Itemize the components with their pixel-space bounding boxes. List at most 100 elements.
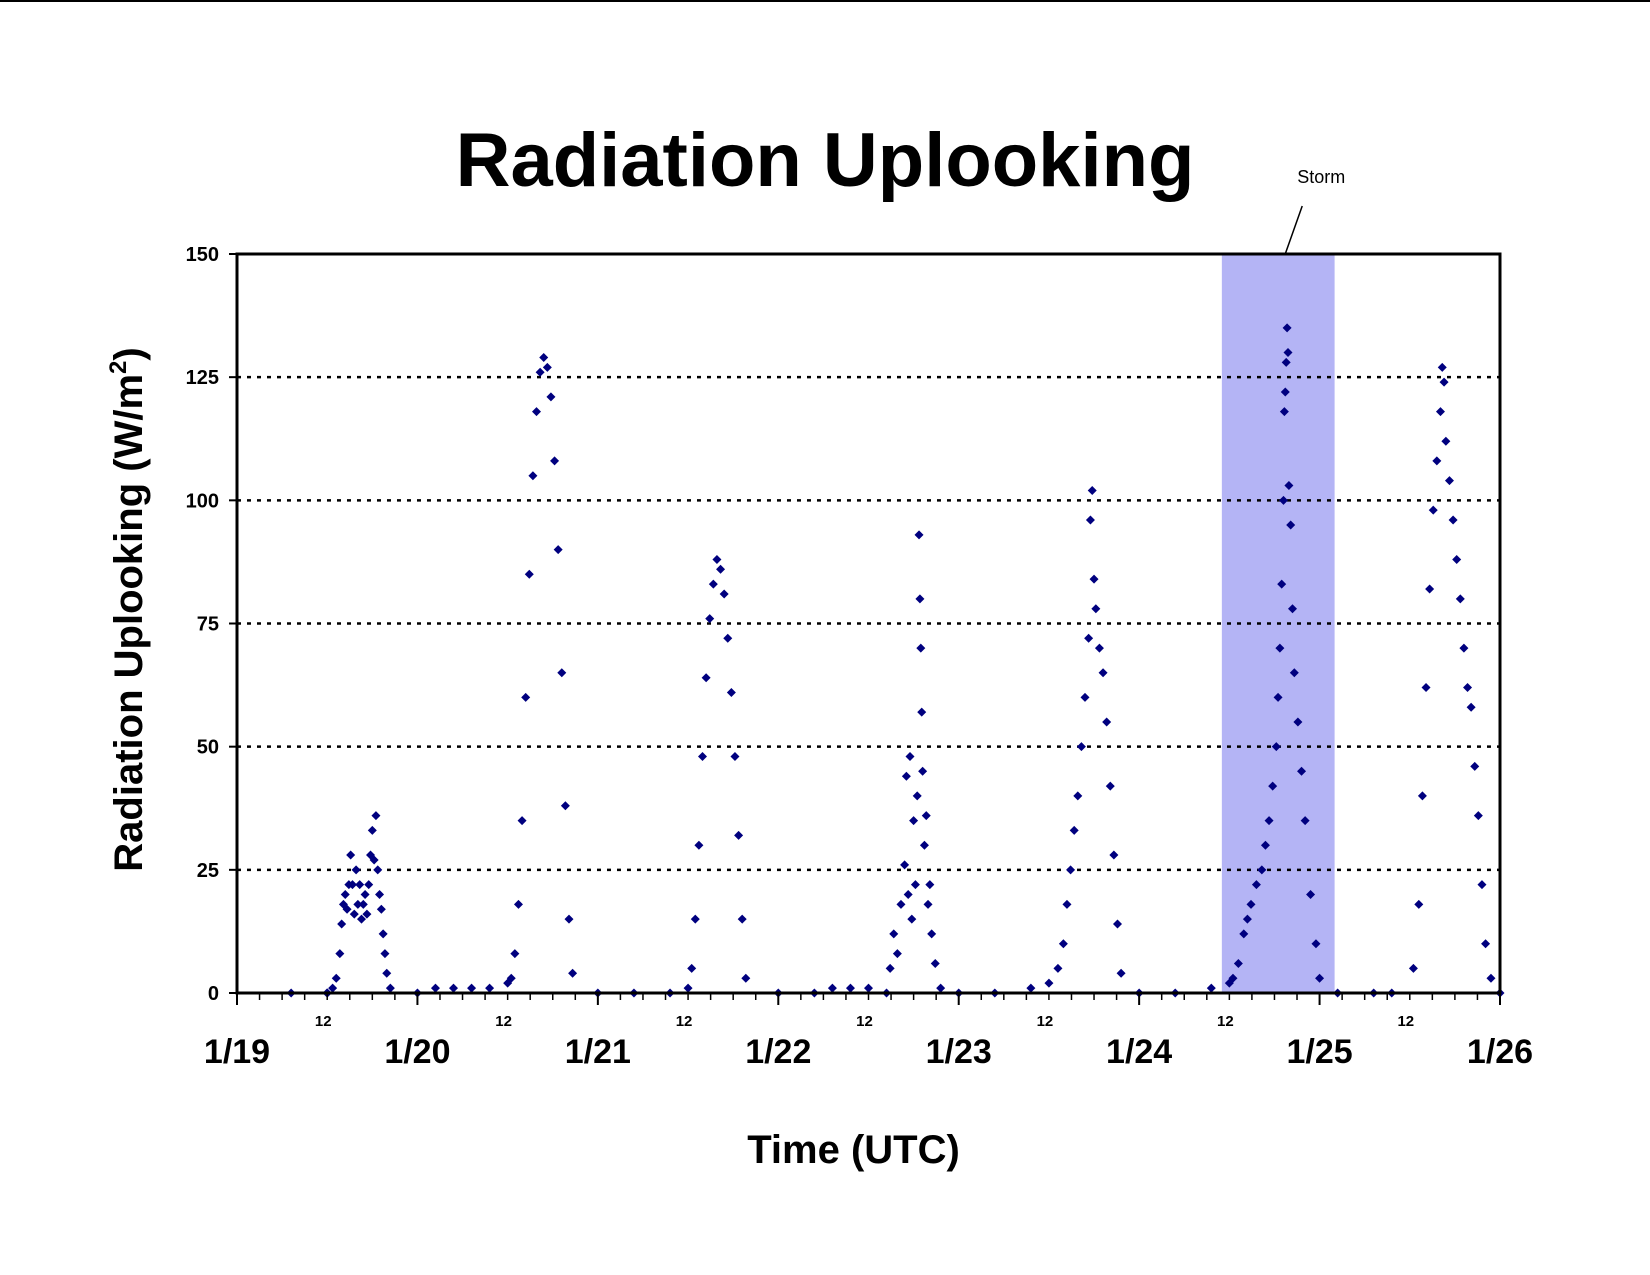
x-minor-tick-label: 12 (315, 1013, 332, 1030)
data-point (346, 850, 356, 860)
data-point (367, 825, 377, 835)
data-point (914, 530, 924, 540)
y-tick-label: 100 (186, 490, 219, 512)
data-point (1062, 899, 1072, 909)
data-point (921, 811, 931, 821)
data-point (503, 978, 513, 988)
data-point (1109, 850, 1119, 860)
data-point (355, 880, 365, 890)
data-point (741, 973, 751, 983)
data-point (1279, 407, 1289, 417)
y-tick-label: 0 (208, 983, 219, 1005)
data-point (382, 968, 392, 978)
data-point (1421, 683, 1431, 693)
data-point (1085, 515, 1095, 525)
data-point (1435, 407, 1445, 417)
data-point (930, 958, 940, 968)
data-point (1470, 761, 1480, 771)
storm-annotation-leader (1284, 205, 1303, 255)
data-point (328, 983, 338, 993)
data-point (1069, 825, 1079, 835)
data-point (1459, 643, 1469, 653)
data-point (1089, 574, 1099, 584)
data-point (730, 752, 740, 762)
y-tick-label: 150 (186, 244, 219, 266)
data-point (916, 643, 926, 653)
data-point (1428, 505, 1438, 515)
data-point (1257, 865, 1267, 875)
data-point (1280, 387, 1290, 397)
data-point (1288, 604, 1298, 614)
data-point (371, 811, 381, 821)
data-point (909, 816, 919, 826)
data-point (1098, 668, 1108, 678)
data-point (705, 614, 715, 624)
data-point (1315, 973, 1325, 983)
data-point (1408, 963, 1418, 973)
storm-annotation-label: Storm (1297, 167, 1345, 187)
data-point (546, 392, 556, 402)
data-point (687, 963, 697, 973)
data-point (864, 983, 873, 993)
y-axis-ticks: 0 25 50 75 100 125 150 (186, 244, 237, 1005)
data-point (1112, 919, 1122, 929)
data-point (1026, 983, 1036, 993)
data-point (1289, 668, 1299, 678)
y-tick-label: 125 (186, 367, 219, 389)
data-point (1251, 880, 1261, 890)
data-point (1087, 485, 1097, 495)
data-point (723, 633, 733, 643)
data-point (1425, 584, 1435, 594)
data-point (517, 816, 527, 826)
data-point (542, 362, 552, 372)
data-point (903, 889, 913, 899)
data-point (737, 914, 747, 924)
data-point (708, 579, 718, 589)
data-point (369, 855, 379, 865)
data-point (698, 752, 708, 762)
data-point (896, 899, 906, 909)
y-axis-label-superscript: 2 (105, 361, 132, 374)
data-point (1076, 742, 1086, 752)
data-point (1260, 840, 1270, 850)
data-point (683, 983, 693, 993)
data-point (380, 949, 390, 959)
x-tick-label: 1/25 (1286, 1033, 1352, 1071)
data-point (535, 367, 545, 377)
y-tick-label: 25 (197, 860, 219, 882)
data-point (373, 865, 383, 875)
data-point (919, 840, 929, 850)
data-point (1105, 781, 1115, 791)
data-point (1463, 683, 1473, 693)
data-point (1053, 963, 1063, 973)
data-point (923, 899, 933, 909)
data-point (1080, 692, 1090, 702)
x-minor-tick-label: 12 (1397, 1013, 1414, 1030)
data-point (513, 899, 523, 909)
data-point (912, 791, 922, 801)
y-axis-label: Radiation Uplooking (W/m2) (105, 347, 151, 871)
data-point (337, 919, 347, 929)
data-point (430, 983, 440, 993)
top-border-line (0, 0, 1650, 2)
data-point (449, 983, 459, 993)
y-axis-label-close: ) (107, 347, 151, 360)
data-point (528, 471, 538, 481)
data-point (1486, 973, 1496, 983)
data-point (1477, 880, 1487, 890)
data-point (331, 973, 341, 983)
data-point (1444, 476, 1454, 486)
x-tick-label: 1/26 (1467, 1033, 1533, 1071)
data-point (378, 929, 388, 939)
data-point (734, 830, 744, 840)
data-point (701, 673, 711, 683)
data-point (892, 949, 902, 959)
data-point (901, 771, 911, 781)
data-point (918, 766, 928, 776)
data-point (1432, 456, 1442, 466)
x-minor-tick-label: 12 (495, 1013, 512, 1030)
x-tick-label: 1/22 (745, 1033, 811, 1071)
data-point (1278, 495, 1288, 505)
data-point (340, 889, 350, 899)
